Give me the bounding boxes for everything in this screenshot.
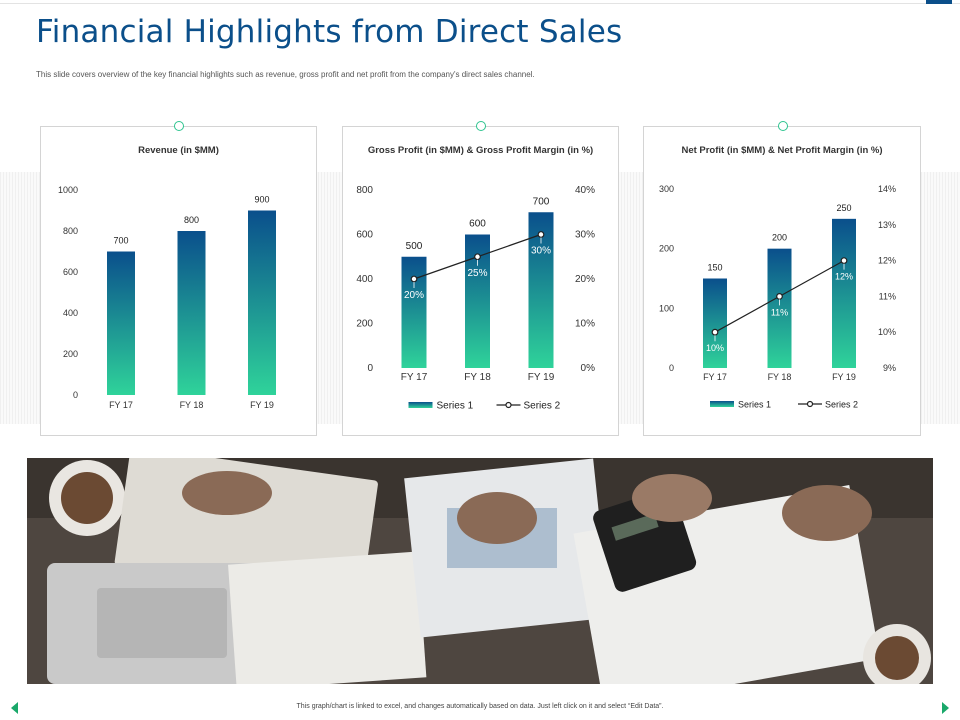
line-data-label: 12% (835, 272, 853, 282)
y-tick-label: 600 (356, 230, 373, 241)
bar (832, 218, 856, 368)
bar-data-label: 500 (406, 241, 423, 252)
line-point (711, 328, 719, 336)
y-tick-label: 800 (356, 185, 373, 196)
y-tick-label: 0 (367, 363, 373, 374)
y2-tick-label: 0% (581, 363, 596, 374)
y-tick-label: 300 (659, 184, 674, 194)
triangle-right-icon[interactable] (942, 702, 949, 714)
x-tick-label: FY 19 (250, 400, 274, 410)
gross-profit-chart: 0 200 400 600 800 0% 10% 20% 30% 40% 500 FY 17 600 FY… (356, 185, 596, 412)
legend-label: Series 1 (437, 401, 474, 412)
bar (177, 231, 206, 395)
y2-tick-label: 11% (879, 291, 896, 301)
line-point (840, 257, 848, 265)
line-point (410, 275, 418, 283)
bar (767, 248, 792, 368)
x-tick-label: FY 18 (180, 400, 204, 410)
y2-tick-label: 20% (575, 274, 595, 285)
x-tick-label: FY 18 (464, 372, 491, 383)
net-profit-chart: 0 100 200 300 9% 10% 11% 12% 13% 14% 150 FY 17 200 FY… (659, 184, 896, 410)
circle-icon (174, 121, 184, 131)
bar-data-label: 600 (469, 219, 486, 230)
bar-data-label: 200 (772, 233, 787, 243)
photo-illustration (27, 458, 933, 684)
x-tick-label: FY 17 (401, 372, 428, 383)
legend-swatch-marker (806, 400, 814, 408)
y-tick-label: 400 (356, 274, 373, 285)
y-tick-label: 400 (63, 308, 78, 318)
y2-tick-label: 10% (878, 327, 896, 337)
bar (401, 256, 427, 368)
page-title: Financial Highlights from Direct Sales (36, 14, 623, 50)
bar (703, 278, 727, 368)
top-accent-bar (926, 0, 952, 4)
line-point (474, 253, 481, 261)
office-desk-photo (27, 458, 933, 684)
triangle-left-icon[interactable] (11, 702, 18, 714)
x-tick-label: FY 18 (768, 372, 792, 382)
legend-label: Series 1 (738, 400, 771, 410)
line-data-label: 25% (467, 268, 487, 279)
line-data-label: 20% (404, 290, 424, 301)
x-tick-label: FY 19 (528, 372, 555, 383)
legend-swatch-marker (505, 401, 512, 409)
revenue-chart-card[interactable]: Revenue (in $MM) 0 200 400 600 800 1000 700 FY … (40, 121, 317, 436)
gross-profit-chart-card[interactable]: Gross Profit (in $MM) & Gross Profit Mar… (342, 121, 619, 436)
bar (107, 251, 135, 395)
y-tick-label: 800 (63, 226, 78, 236)
y-tick-label: 0 (669, 363, 674, 373)
y2-tick-label: 13% (878, 220, 896, 230)
y2-tick-label: 30% (575, 230, 595, 241)
y2-tick-label: 10% (575, 319, 595, 330)
line-point (537, 231, 545, 238)
x-tick-label: FY 17 (703, 372, 727, 382)
line-data-label: 11% (771, 307, 788, 317)
line-data-label: 10% (706, 343, 724, 353)
y-tick-label: 0 (73, 390, 78, 400)
chart-title: Gross Profit (in $MM) & Gross Profit Mar… (367, 145, 594, 156)
revenue-chart: 0 200 400 600 800 1000 700 FY 17 800 FY 18 900 FY 1… (58, 185, 276, 410)
net-profit-chart-card[interactable]: Net Profit (in $MM) & Net Profit Margin … (643, 121, 921, 436)
y-tick-label: 200 (659, 244, 674, 254)
y-tick-label: 1000 (58, 185, 78, 195)
legend-label: Series 2 (524, 401, 561, 412)
page-subtitle: This slide covers overview of the key fi… (36, 70, 535, 79)
circle-icon (778, 121, 788, 131)
legend-swatch-bar (408, 402, 433, 408)
legend-swatch-bar (710, 401, 734, 407)
bar-data-label: 150 (707, 263, 722, 273)
y2-tick-label: 9% (883, 363, 896, 373)
bar-data-label: 250 (836, 203, 851, 213)
chart-title: Revenue (in $MM) (138, 145, 219, 156)
y-tick-label: 100 (659, 303, 674, 313)
chart-title: Net Profit (in $MM) & Net Profit Margin … (681, 145, 883, 156)
line-point (776, 292, 783, 300)
bar-data-label: 800 (184, 215, 199, 225)
footer-note: This graph/chart is linked to excel, and… (296, 703, 664, 710)
line-data-label: 30% (531, 246, 551, 257)
y-tick-label: 200 (63, 349, 78, 359)
bar (248, 210, 276, 395)
x-tick-label: FY 17 (109, 400, 133, 410)
y-tick-label: 200 (356, 319, 373, 330)
x-tick-label: FY 19 (832, 372, 856, 382)
bar-data-label: 900 (254, 195, 269, 205)
y-tick-label: 600 (63, 267, 78, 277)
bar-data-label: 700 (533, 196, 550, 207)
top-divider (0, 3, 960, 4)
circle-icon (476, 121, 486, 131)
legend-label: Series 2 (825, 400, 858, 410)
y2-tick-label: 12% (878, 256, 896, 266)
bar-data-label: 700 (113, 236, 128, 246)
y2-tick-label: 14% (878, 184, 896, 194)
y2-tick-label: 40% (575, 185, 595, 196)
